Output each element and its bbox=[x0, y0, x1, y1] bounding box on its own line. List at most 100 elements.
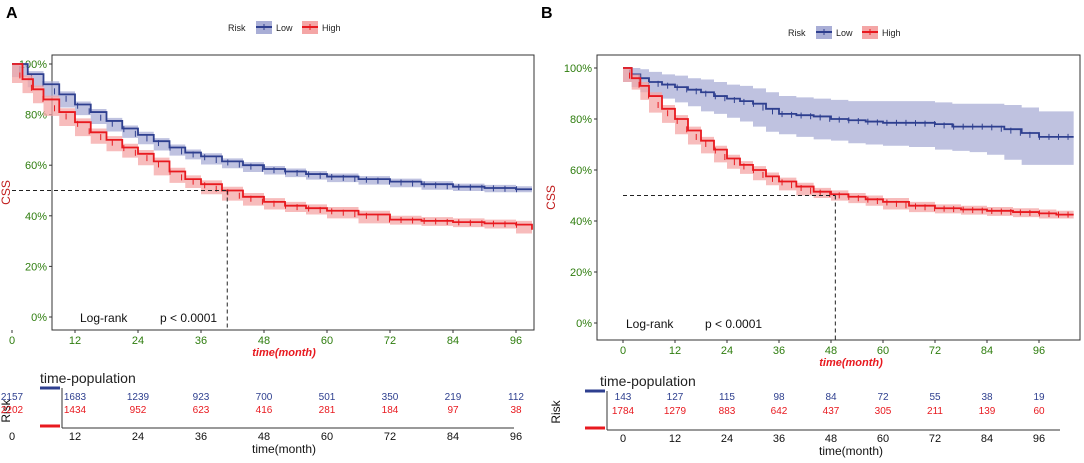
survival-curve-high bbox=[623, 67, 1074, 216]
risk-count: 1239 bbox=[127, 392, 150, 403]
y-axis-title: CSS bbox=[0, 180, 13, 205]
legend-label-low: Low bbox=[276, 23, 293, 33]
y-tick-label: 40% bbox=[25, 211, 47, 223]
plot-border bbox=[51, 54, 535, 331]
legend: Risk Low High bbox=[228, 21, 341, 34]
risk-table-title: time-population bbox=[600, 373, 696, 389]
risk-table-ylabel: Risk bbox=[0, 398, 13, 422]
risk-table: time-population Risk 143 127 115 98 84 72 55 38 19… bbox=[549, 373, 1060, 458]
x-tick-label: 24 bbox=[721, 345, 733, 357]
risk-count: 1683 bbox=[64, 392, 87, 403]
legend-label-high: High bbox=[322, 23, 341, 33]
risk-count: 84 bbox=[825, 392, 837, 403]
y-axis-title: CSS bbox=[544, 185, 558, 210]
risk-count: 60 bbox=[1033, 406, 1045, 417]
legend-label-high: High bbox=[882, 28, 901, 38]
risk-count: 143 bbox=[615, 392, 632, 403]
risk-count: 952 bbox=[130, 405, 147, 416]
risk-count: 642 bbox=[771, 406, 788, 417]
x-tick-label: 72 bbox=[929, 345, 941, 357]
risk-x-tick-label: 96 bbox=[1033, 433, 1045, 445]
risk-count: 700 bbox=[256, 392, 273, 403]
panel-b: B Risk Low High 0% 20% 40% 60% 80% 100% 0 12 24 36 48 6… bbox=[541, 5, 1081, 458]
censor-marks-high bbox=[629, 72, 1069, 218]
x-tick-label: 0 bbox=[620, 345, 626, 357]
x-tick-label: 36 bbox=[773, 345, 785, 357]
risk-count: 1434 bbox=[64, 405, 87, 416]
x-axis-title: time(month) bbox=[252, 347, 316, 359]
risk-count: 416 bbox=[256, 405, 273, 416]
risk-x-tick-label: 48 bbox=[825, 433, 837, 445]
ci-band-low bbox=[12, 64, 532, 193]
y-tick-label: 60% bbox=[25, 160, 47, 172]
risk-table-ylabel: Risk bbox=[549, 399, 563, 423]
risk-count: 38 bbox=[981, 392, 993, 403]
risk-count: 184 bbox=[382, 405, 399, 416]
risk-x-tick-label: 24 bbox=[132, 431, 144, 443]
risk-count: 350 bbox=[382, 392, 399, 403]
risk-x-tick-label: 84 bbox=[981, 433, 993, 445]
p-value-label: p < 0.0001 bbox=[705, 317, 762, 331]
risk-count: 97 bbox=[447, 405, 459, 416]
risk-count: 38 bbox=[510, 405, 522, 416]
risk-x-tick-label: 36 bbox=[773, 433, 785, 445]
risk-count: 219 bbox=[445, 392, 462, 403]
y-tick-label: 0% bbox=[576, 318, 592, 330]
risk-count: 211 bbox=[927, 406, 943, 417]
y-tick-label: 0% bbox=[31, 312, 47, 324]
logrank-label: Log-rank bbox=[80, 311, 128, 325]
x-tick-label: 84 bbox=[447, 335, 459, 347]
risk-count: 501 bbox=[319, 392, 336, 403]
x-tick-label: 60 bbox=[877, 345, 889, 357]
y-tick-label: 80% bbox=[25, 110, 47, 122]
risk-count: 2202 bbox=[1, 405, 24, 416]
legend-title: Risk bbox=[788, 28, 806, 38]
risk-x-tick-label: 96 bbox=[510, 431, 522, 443]
risk-x-tick-label: 72 bbox=[929, 433, 941, 445]
risk-count: 923 bbox=[193, 392, 210, 403]
x-tick-label: 60 bbox=[321, 335, 333, 347]
y-tick-label: 40% bbox=[570, 216, 592, 228]
risk-count: 2157 bbox=[1, 392, 24, 403]
risk-x-tick-label: 48 bbox=[258, 431, 270, 443]
y-tick-label: 20% bbox=[25, 261, 47, 273]
risk-count: 305 bbox=[875, 406, 892, 417]
censor-marks-high bbox=[19, 72, 518, 228]
risk-x-title: time(month) bbox=[819, 444, 883, 458]
risk-x-tick-label: 84 bbox=[447, 431, 459, 443]
x-tick-label: 12 bbox=[69, 335, 81, 347]
x-tick-label: 72 bbox=[384, 335, 396, 347]
risk-count: 127 bbox=[667, 392, 684, 403]
risk-x-tick-label: 36 bbox=[195, 431, 207, 443]
risk-count: 883 bbox=[719, 406, 736, 417]
x-tick-label: 12 bbox=[669, 345, 681, 357]
risk-count: 72 bbox=[877, 392, 889, 403]
risk-x-tick-label: 12 bbox=[669, 433, 681, 445]
risk-count: 112 bbox=[508, 392, 524, 403]
legend-title: Risk bbox=[228, 23, 246, 33]
survival-curve-high bbox=[12, 63, 533, 230]
risk-count: 139 bbox=[979, 406, 996, 417]
risk-count: 19 bbox=[1033, 392, 1045, 403]
risk-x-tick-label: 0 bbox=[9, 431, 15, 443]
y-tick-label: 20% bbox=[570, 267, 592, 279]
x-tick-label: 24 bbox=[132, 335, 144, 347]
panel-label: A bbox=[6, 5, 18, 22]
risk-count: 1784 bbox=[612, 406, 635, 417]
ci-band-high bbox=[12, 64, 532, 234]
risk-x-tick-label: 72 bbox=[384, 431, 396, 443]
risk-x-tick-label: 60 bbox=[321, 431, 333, 443]
risk-count: 1279 bbox=[664, 406, 687, 417]
risk-count: 437 bbox=[823, 406, 840, 417]
x-tick-label: 48 bbox=[258, 335, 270, 347]
legend: Risk Low High bbox=[788, 26, 901, 39]
censor-marks-low bbox=[629, 69, 1069, 140]
x-tick-label: 84 bbox=[981, 345, 993, 357]
y-tick-label: 80% bbox=[570, 114, 592, 126]
legend-label-low: Low bbox=[836, 28, 853, 38]
risk-count: 623 bbox=[193, 405, 210, 416]
risk-x-tick-label: 0 bbox=[620, 433, 626, 445]
logrank-label: Log-rank bbox=[626, 317, 674, 331]
